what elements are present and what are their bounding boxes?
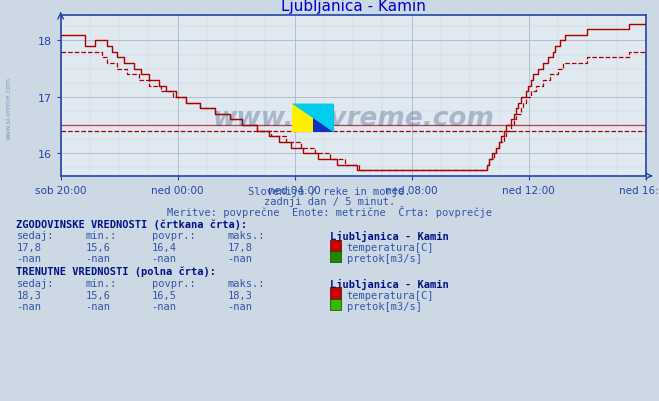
Polygon shape xyxy=(292,104,334,133)
Text: -nan: -nan xyxy=(227,254,252,264)
Text: -nan: -nan xyxy=(227,301,252,311)
Text: Meritve: povprečne  Enote: metrične  Črta: povprečje: Meritve: povprečne Enote: metrične Črta:… xyxy=(167,205,492,217)
Text: -nan: -nan xyxy=(16,301,42,311)
Text: 15,6: 15,6 xyxy=(86,243,111,253)
Bar xyxy=(292,104,313,133)
Text: TRENUTNE VREDNOSTI (polna črta):: TRENUTNE VREDNOSTI (polna črta): xyxy=(16,266,216,276)
Bar xyxy=(313,104,334,133)
Text: Slovenija / reke in morje.: Slovenija / reke in morje. xyxy=(248,186,411,196)
Text: sedaj:: sedaj: xyxy=(16,231,54,241)
Text: 18,3: 18,3 xyxy=(227,290,252,300)
Text: min.:: min.: xyxy=(86,231,117,241)
Text: 17,8: 17,8 xyxy=(16,243,42,253)
Text: 18,3: 18,3 xyxy=(16,290,42,300)
Text: -nan: -nan xyxy=(152,301,177,311)
Text: maks.:: maks.: xyxy=(227,231,265,241)
Text: 15,6: 15,6 xyxy=(86,290,111,300)
Text: povpr.:: povpr.: xyxy=(152,278,195,288)
Text: www.si-vreme.com: www.si-vreme.com xyxy=(5,77,12,140)
Text: min.:: min.: xyxy=(86,278,117,288)
Text: -nan: -nan xyxy=(152,254,177,264)
Text: pretok[m3/s]: pretok[m3/s] xyxy=(347,254,422,264)
Text: -nan: -nan xyxy=(16,254,42,264)
Text: zadnji dan / 5 minut.: zadnji dan / 5 minut. xyxy=(264,196,395,207)
Text: 17,8: 17,8 xyxy=(227,243,252,253)
Text: temperatura[C]: temperatura[C] xyxy=(347,290,434,300)
Text: pretok[m3/s]: pretok[m3/s] xyxy=(347,301,422,311)
Text: ZGODOVINSKE VREDNOSTI (črtkana črta):: ZGODOVINSKE VREDNOSTI (črtkana črta): xyxy=(16,219,248,229)
Title: Ljubljanica - Kamin: Ljubljanica - Kamin xyxy=(281,0,426,14)
Text: Ljubljanica - Kamin: Ljubljanica - Kamin xyxy=(330,231,448,241)
Text: temperatura[C]: temperatura[C] xyxy=(347,243,434,253)
Text: 16,4: 16,4 xyxy=(152,243,177,253)
Text: -nan: -nan xyxy=(86,254,111,264)
Text: 16,5: 16,5 xyxy=(152,290,177,300)
Text: maks.:: maks.: xyxy=(227,278,265,288)
Text: www.si-vreme.com: www.si-vreme.com xyxy=(212,106,494,132)
Text: povpr.:: povpr.: xyxy=(152,231,195,241)
Text: sedaj:: sedaj: xyxy=(16,278,54,288)
Text: -nan: -nan xyxy=(86,301,111,311)
Text: Ljubljanica - Kamin: Ljubljanica - Kamin xyxy=(330,278,448,289)
